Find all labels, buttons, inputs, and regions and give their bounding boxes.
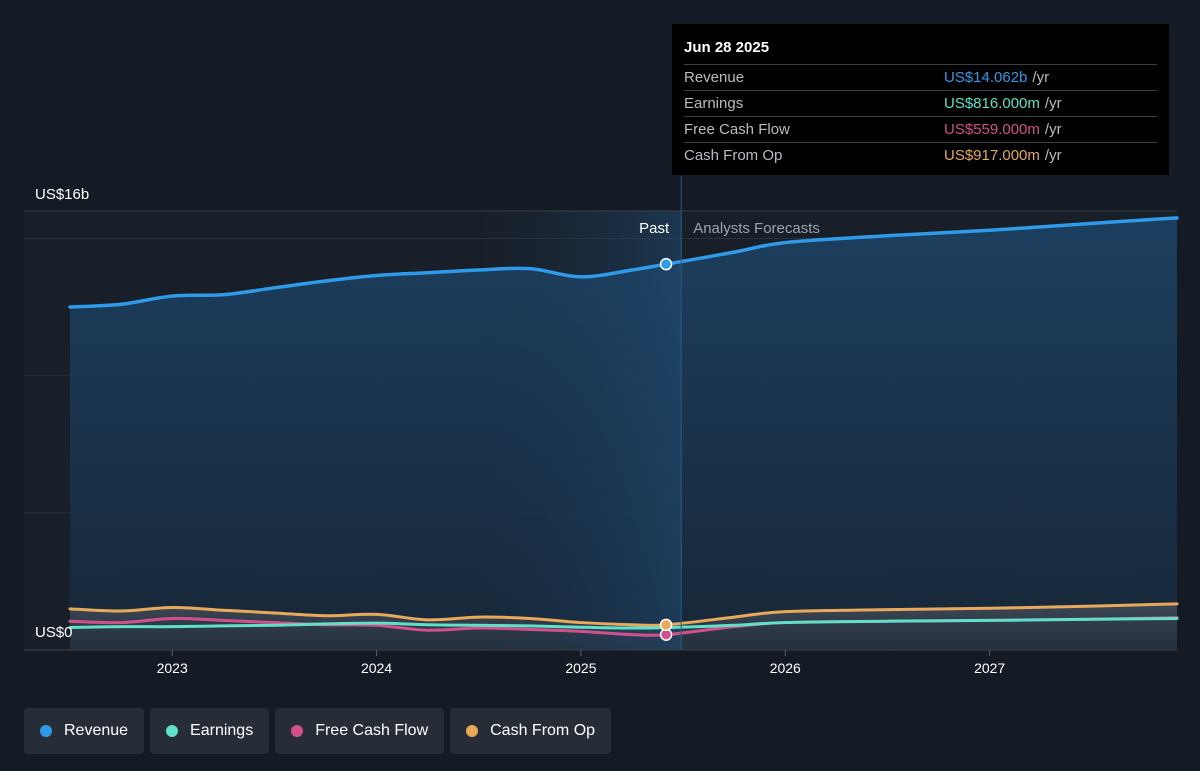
- tooltip-value: US$559.000m: [944, 121, 1040, 138]
- legend-item-free-cash-flow[interactable]: Free Cash Flow: [275, 708, 445, 754]
- tooltip-row-free-cash-flow: Free Cash Flow US$559.000m/yr: [684, 116, 1157, 142]
- tooltip-row-cash-from-op: Cash From Op US$917.000m/yr: [684, 142, 1157, 168]
- x-tick-label: 2024: [361, 660, 392, 676]
- tooltip-unit: /yr: [1044, 147, 1062, 164]
- tooltip-value: US$14.062b: [944, 69, 1028, 86]
- legend-dot-icon: [166, 725, 179, 737]
- legend-item-revenue[interactable]: Revenue: [24, 708, 145, 754]
- legend-dot-icon: [291, 725, 304, 737]
- tooltip-label: Free Cash Flow: [684, 121, 790, 138]
- tooltip-label: Revenue: [684, 69, 745, 86]
- tooltip-value: US$816.000m: [944, 95, 1040, 112]
- legend-label: Revenue: [64, 722, 129, 739]
- x-tick-label: 2023: [157, 660, 188, 676]
- revenue-line: [68, 216, 1179, 309]
- past-label: Past: [639, 220, 670, 237]
- cash-from-op-line: [68, 602, 1179, 627]
- legend-label: Free Cash Flow: [315, 722, 429, 739]
- tooltip-label: Cash From Op: [684, 147, 783, 164]
- tooltip-unit: /yr: [1032, 69, 1050, 86]
- tooltip-label: Earnings: [684, 95, 744, 112]
- tooltip-panel: Jun 28 2025 Revenue US$14.062b/yr Earnings…: [672, 24, 1169, 175]
- tooltip-unit: /yr: [1044, 121, 1062, 138]
- revenue-marker: [659, 257, 673, 271]
- past-region-shade: [478, 211, 682, 650]
- y-axis-bottom-label: US$0: [35, 624, 73, 641]
- cash-from-op-marker: [659, 618, 673, 632]
- legend-dot-icon: [40, 725, 52, 737]
- legend-label: Cash From Op: [490, 722, 596, 739]
- x-tick-label: 2026: [770, 660, 801, 676]
- legend-item-cash-from-op[interactable]: Cash From Op: [450, 708, 612, 754]
- tooltip-date: Jun 28 2025: [684, 39, 770, 56]
- tooltip-value: US$917.000m: [944, 147, 1040, 164]
- x-tick-label: 2025: [565, 660, 596, 676]
- forecast-label: Analysts Forecasts: [693, 220, 820, 237]
- earnings-line: [68, 616, 1179, 630]
- legend-dot-icon: [466, 725, 479, 737]
- legend-item-earnings[interactable]: Earnings: [150, 708, 270, 754]
- tooltip-row-revenue: Revenue US$14.062b/yr: [684, 64, 1157, 90]
- tooltip-unit: /yr: [1044, 95, 1062, 112]
- legend-label: Earnings: [190, 722, 254, 739]
- y-axis-top-label: US$16b: [35, 186, 89, 203]
- x-tick-label: 2027: [974, 660, 1005, 676]
- tooltip-row-earnings: Earnings US$816.000m/yr: [684, 90, 1157, 116]
- legend: Revenue Earnings Free Cash Flow Cash From O…: [24, 708, 612, 754]
